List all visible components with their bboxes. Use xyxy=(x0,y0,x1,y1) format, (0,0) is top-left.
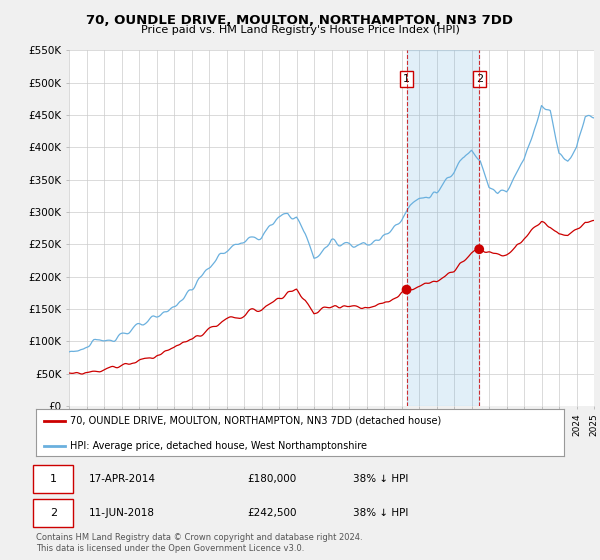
Text: 2: 2 xyxy=(476,74,483,84)
Text: 1: 1 xyxy=(50,474,57,484)
FancyBboxPatch shape xyxy=(34,499,73,527)
Text: 70, OUNDLE DRIVE, MOULTON, NORTHAMPTON, NN3 7DD: 70, OUNDLE DRIVE, MOULTON, NORTHAMPTON, … xyxy=(86,14,514,27)
Text: 70, OUNDLE DRIVE, MOULTON, NORTHAMPTON, NN3 7DD (detached house): 70, OUNDLE DRIVE, MOULTON, NORTHAMPTON, … xyxy=(70,416,442,426)
Text: 11-JUN-2018: 11-JUN-2018 xyxy=(89,508,155,518)
Text: 2: 2 xyxy=(50,508,57,518)
Text: HPI: Average price, detached house, West Northamptonshire: HPI: Average price, detached house, West… xyxy=(70,441,367,451)
FancyBboxPatch shape xyxy=(34,465,73,493)
Text: Contains HM Land Registry data © Crown copyright and database right 2024.
This d: Contains HM Land Registry data © Crown c… xyxy=(36,533,362,553)
Bar xyxy=(407,50,479,406)
Text: £180,000: £180,000 xyxy=(247,474,296,484)
Point xyxy=(402,285,412,294)
Text: 38% ↓ HPI: 38% ↓ HPI xyxy=(353,508,408,518)
Point xyxy=(475,245,484,254)
Text: 38% ↓ HPI: 38% ↓ HPI xyxy=(353,474,408,484)
Text: 1: 1 xyxy=(403,74,410,84)
Text: Price paid vs. HM Land Registry's House Price Index (HPI): Price paid vs. HM Land Registry's House … xyxy=(140,25,460,35)
Text: £242,500: £242,500 xyxy=(247,508,297,518)
Text: 17-APR-2014: 17-APR-2014 xyxy=(89,474,156,484)
